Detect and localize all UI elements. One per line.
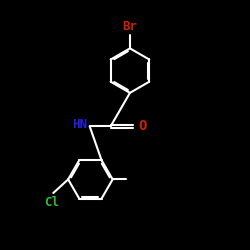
Text: Br: Br xyxy=(122,20,138,33)
Text: HN: HN xyxy=(72,118,87,132)
Text: O: O xyxy=(138,119,147,133)
Text: Cl: Cl xyxy=(44,196,59,209)
